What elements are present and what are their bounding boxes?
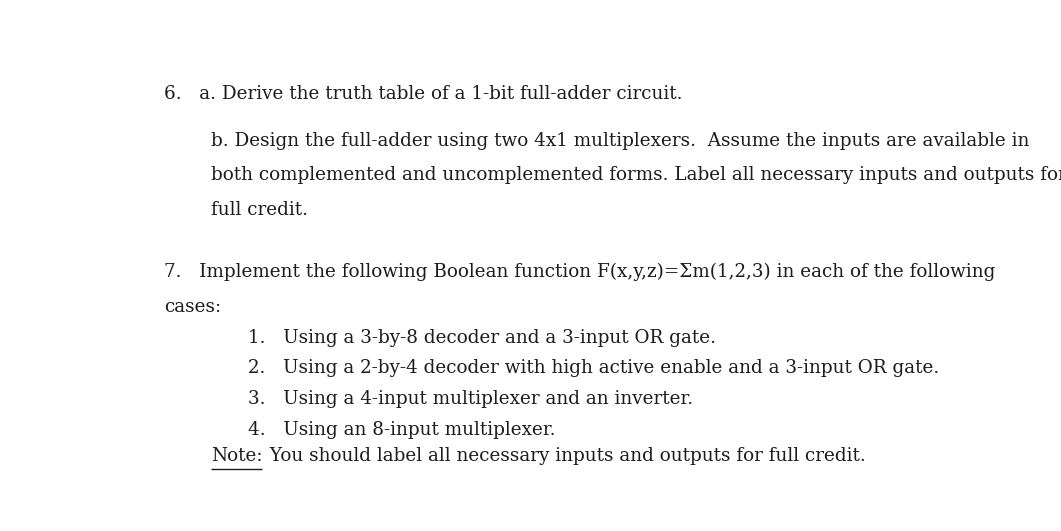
Text: 3.   Using a 4-input multiplexer and an inverter.: 3. Using a 4-input multiplexer and an in…: [248, 390, 693, 408]
Text: 1.   Using a 3-by-8 decoder and a 3-input OR gate.: 1. Using a 3-by-8 decoder and a 3-input …: [248, 329, 716, 347]
Text: full credit.: full credit.: [211, 201, 308, 219]
Text: b. Design the full-adder using two 4x1 multiplexers.  Assume the inputs are avai: b. Design the full-adder using two 4x1 m…: [211, 132, 1029, 150]
Text: both complemented and uncomplemented forms. Label all necessary inputs and outpu: both complemented and uncomplemented for…: [211, 166, 1061, 184]
Text: 6.   a. Derive the truth table of a 1-bit full-adder circuit.: 6. a. Derive the truth table of a 1-bit …: [163, 84, 682, 102]
Text: 2.   Using a 2-by-4 decoder with high active enable and a 3-input OR gate.: 2. Using a 2-by-4 decoder with high acti…: [248, 359, 939, 378]
Text: You should label all necessary inputs and outputs for full credit.: You should label all necessary inputs an…: [264, 447, 866, 465]
Text: Note:: Note:: [211, 447, 262, 465]
Text: 7.   Implement the following Boolean function F(x,y,z)=Σm(1,2,3) in each of the : 7. Implement the following Boolean funct…: [163, 263, 995, 281]
Text: cases:: cases:: [163, 298, 221, 316]
Text: 4.   Using an 8-input multiplexer.: 4. Using an 8-input multiplexer.: [248, 421, 555, 439]
